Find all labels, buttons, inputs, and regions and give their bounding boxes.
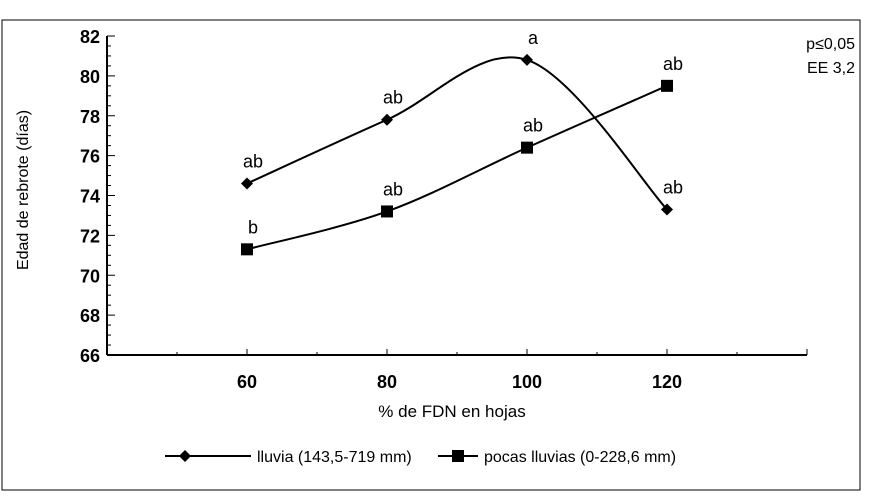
series-line-1 bbox=[246, 84, 668, 251]
data-label: a bbox=[528, 28, 539, 48]
y-tick-label: 80 bbox=[80, 67, 100, 87]
y-tick-label: 68 bbox=[80, 306, 100, 326]
data-label: ab bbox=[383, 88, 403, 108]
data-label: ab bbox=[243, 152, 263, 172]
chart-border bbox=[1, 19, 861, 491]
data-point-diamond bbox=[241, 177, 253, 190]
y-tick-label: 74 bbox=[80, 187, 100, 207]
annotation-p-value: p≤0,05 bbox=[806, 36, 855, 53]
plot-area: 66 68 70 72 74 76 78 80 82 60 80 100 120 ab ab a ab b ab ab… bbox=[80, 27, 808, 392]
y-tick-label: 82 bbox=[80, 27, 100, 47]
y-tick-label: 72 bbox=[80, 226, 100, 246]
x-tick-label: 80 bbox=[377, 372, 397, 392]
legend: lluvia (143,5-719 mm) pocas lluvias (0-2… bbox=[165, 449, 676, 466]
data-label: ab bbox=[523, 116, 543, 136]
data-label: ab bbox=[663, 177, 683, 197]
annotation-ee: EE 3,2 bbox=[807, 60, 855, 77]
legend-square-icon bbox=[452, 450, 464, 462]
x-axis-label: % de FDN en hojas bbox=[378, 402, 525, 421]
series-line-0 bbox=[246, 56, 668, 211]
y-tick-label: 76 bbox=[80, 147, 100, 167]
data-label: ab bbox=[663, 54, 683, 74]
data-point-square bbox=[661, 79, 673, 92]
data-label: ab bbox=[383, 179, 403, 199]
data-point-diamond bbox=[381, 113, 393, 126]
x-tick-label: 100 bbox=[512, 372, 542, 392]
legend-label-lluvia: lluvia (143,5-719 mm) bbox=[257, 449, 412, 466]
legend-diamond-icon bbox=[179, 450, 191, 462]
x-tick-label: 60 bbox=[237, 372, 257, 392]
y-axis-label: Edad de rebrote (días) bbox=[15, 110, 32, 270]
y-tick-label: 78 bbox=[80, 107, 100, 127]
data-point-square bbox=[381, 205, 393, 218]
y-tick-label: 66 bbox=[80, 346, 100, 366]
data-point-diamond bbox=[521, 53, 533, 66]
data-point-diamond bbox=[661, 203, 673, 216]
x-tick-label: 120 bbox=[652, 372, 682, 392]
legend-label-pocas: pocas lluvias (0-228,6 mm) bbox=[484, 449, 676, 466]
y-tick-label: 70 bbox=[80, 266, 100, 286]
data-point-square bbox=[241, 243, 253, 256]
data-point-square bbox=[521, 141, 533, 154]
data-label: b bbox=[248, 217, 258, 237]
